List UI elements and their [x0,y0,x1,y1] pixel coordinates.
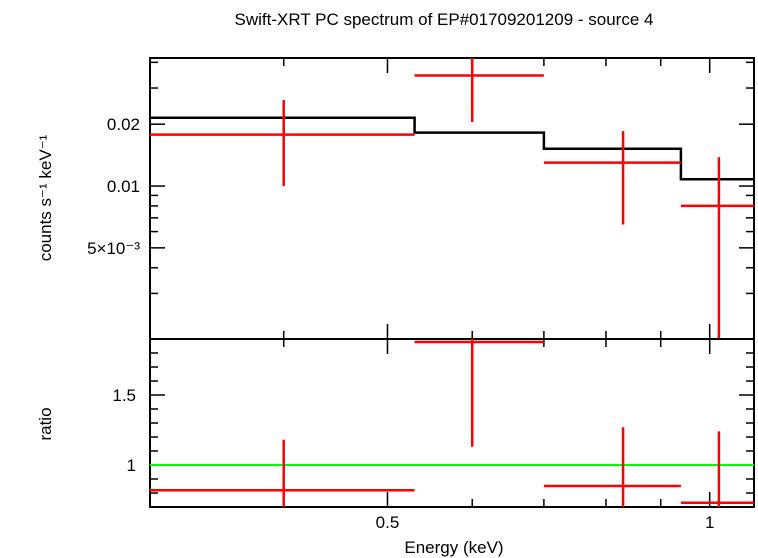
ratio-data-point [150,439,415,507]
spectrum-ticks: 0.02 0.01 5×10⁻³ [87,58,754,339]
x-axis-label: Energy (keV) [404,538,503,557]
ratio-data-points [150,339,754,507]
ratio-plot-frame [149,338,755,508]
spectrum-data-point [543,131,681,225]
spectrum-data-points [150,58,754,339]
spectrum-data-point [414,58,544,122]
model-histogram [150,116,754,181]
spectrum-plot-frame [149,57,755,340]
y-tick-label: 0.01 [107,177,140,196]
ratio-data-point [543,427,681,507]
y-tick-label: 1 [127,456,136,475]
y-tick-label: 1.5 [112,386,136,405]
model-step-line [150,116,754,181]
y-tick-label: 0.02 [107,115,140,134]
x-tick-label: 0.5 [376,513,400,532]
spectrum-panel: counts s⁻¹ keV⁻¹ 0.02 0.01 5×10⁻³ [36,57,755,340]
spectrum-data-point [150,100,415,187]
chart-title: Swift-XRT PC spectrum of EP#01709201209 … [235,10,654,29]
ratio-panel: ratio Energy (keV) 1.5 1 0.5 1 [36,338,755,557]
ratio-y-label: ratio [36,407,55,440]
y-tick-label: 5×10⁻³ [87,239,140,258]
ratio-data-point [414,339,544,447]
spectrum-data-point [680,157,754,339]
spectrum-y-label: counts s⁻¹ keV⁻¹ [36,134,55,261]
x-tick-label: 1 [705,513,714,532]
ratio-data-point [680,431,754,507]
ratio-ticks: 1.5 1 0.5 1 [112,339,754,532]
